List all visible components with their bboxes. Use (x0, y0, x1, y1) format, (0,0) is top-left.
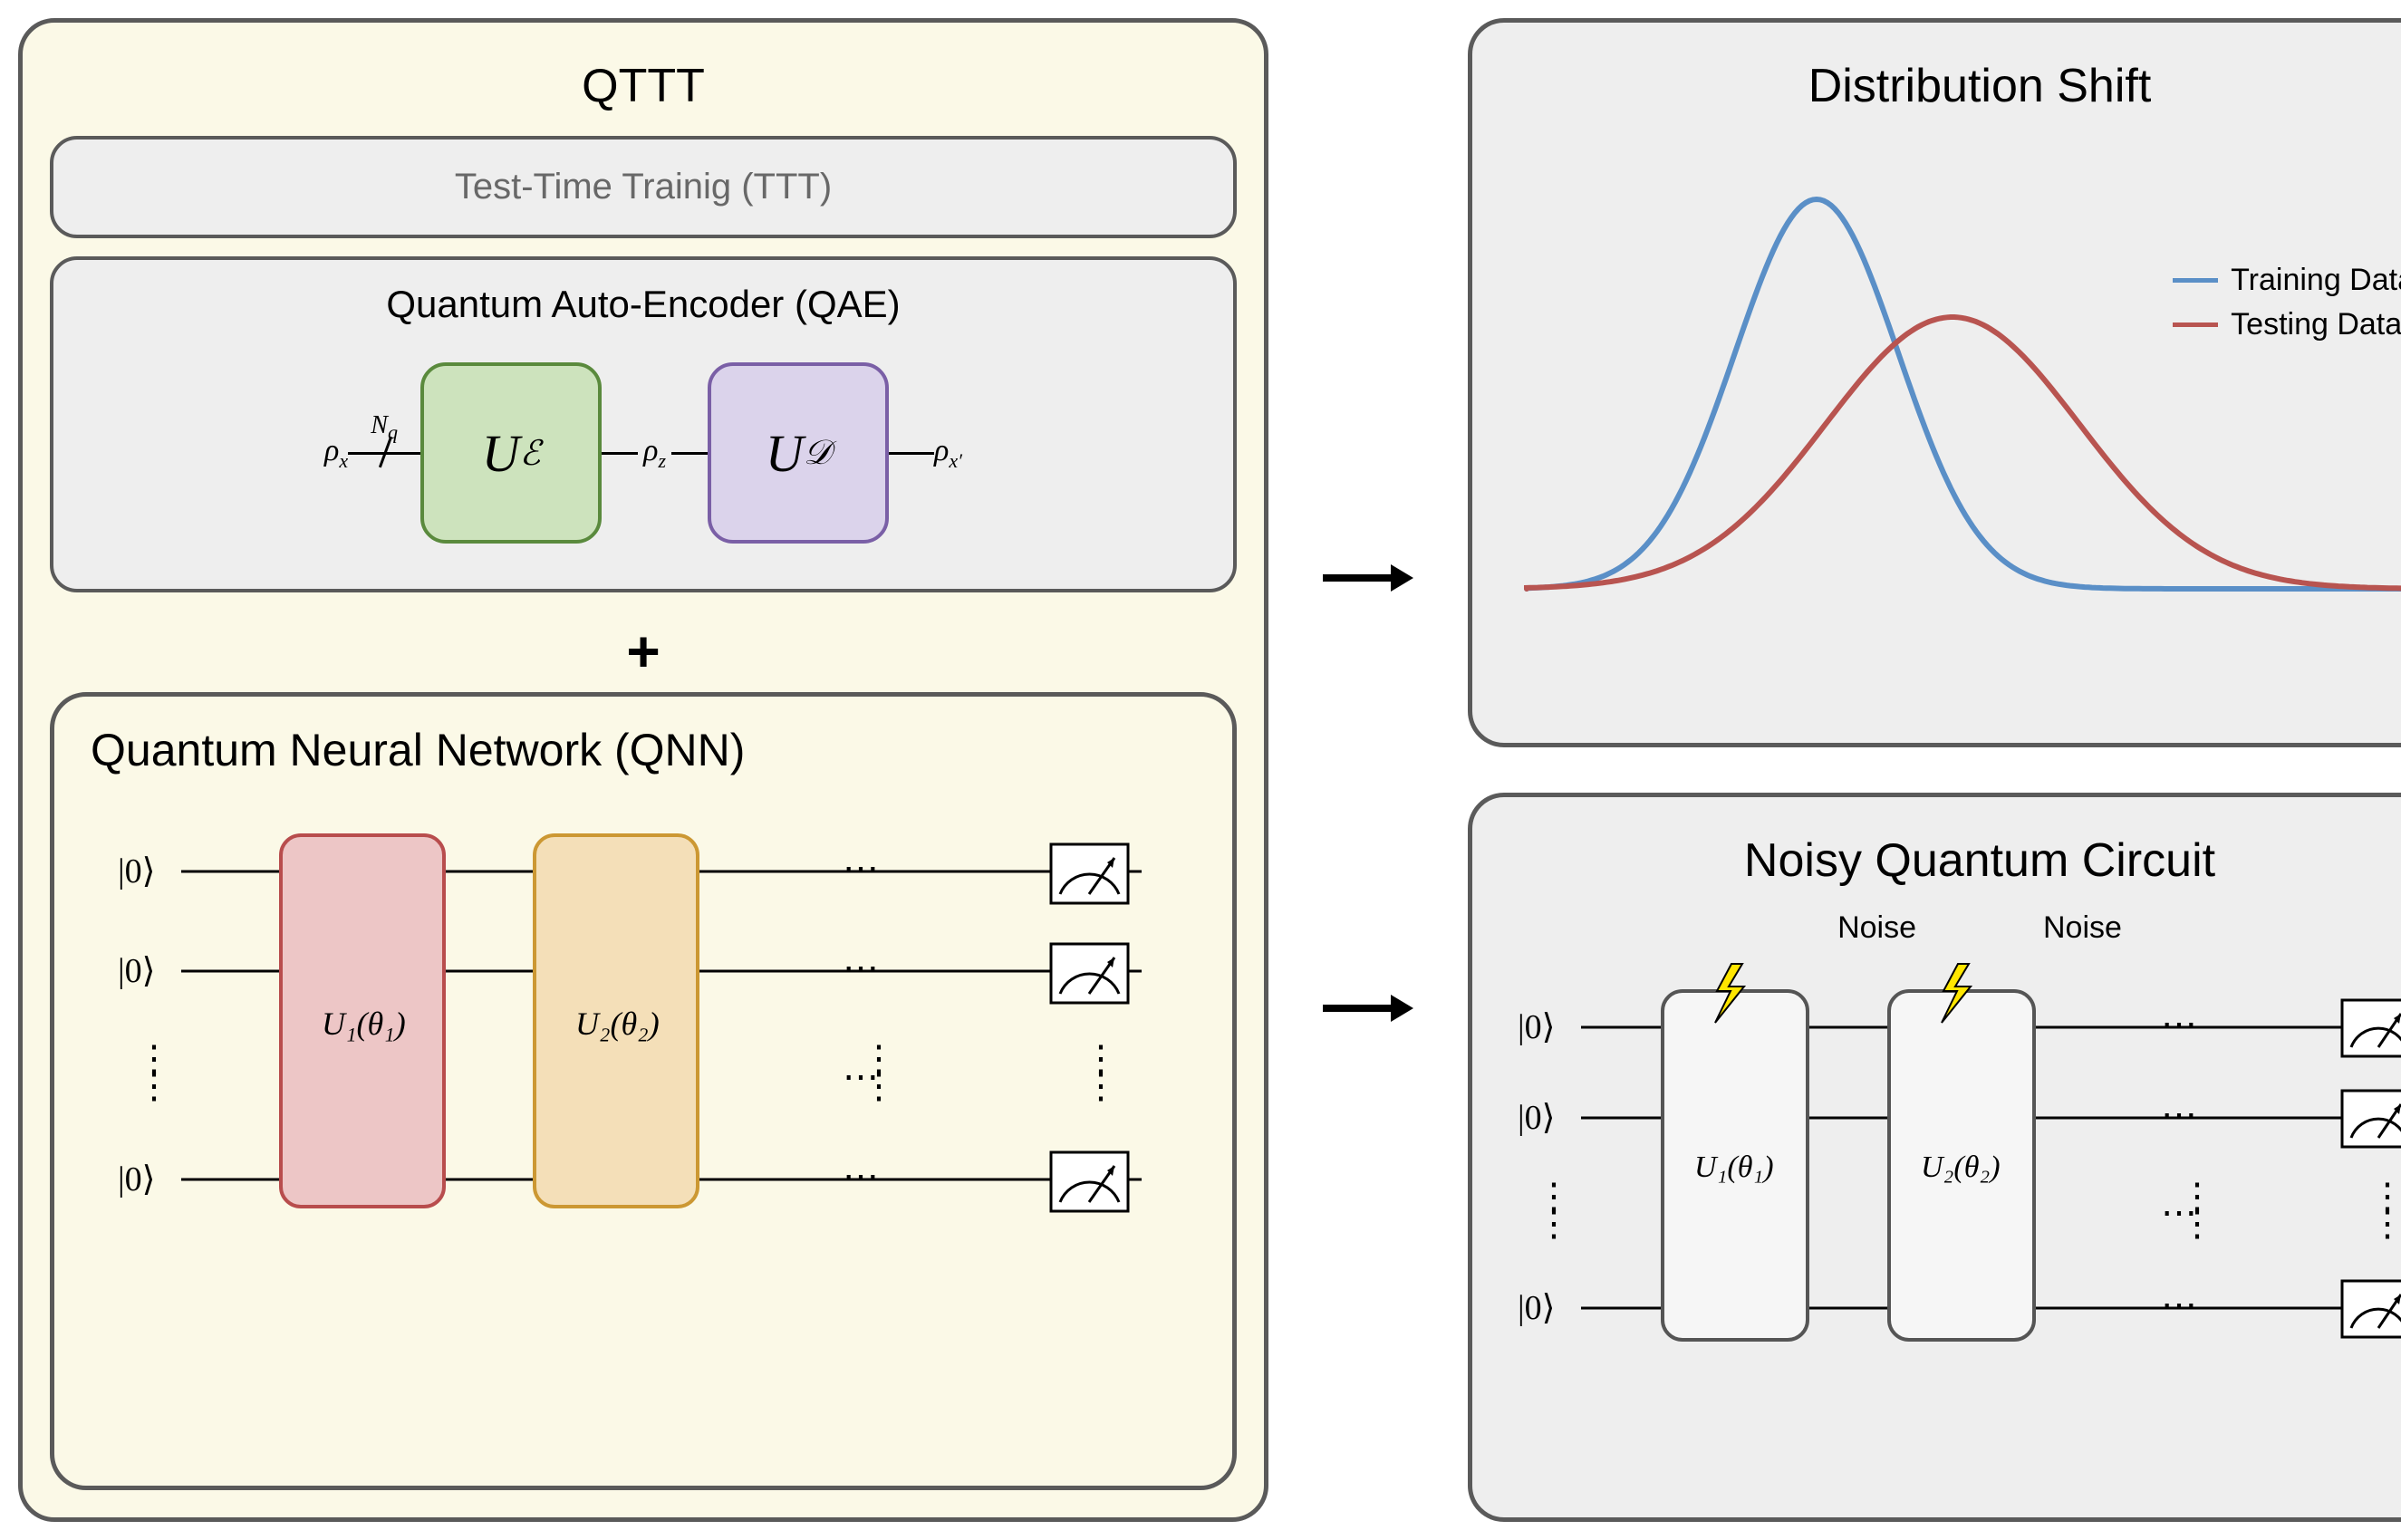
svg-text:⋯: ⋯ (843, 1156, 879, 1197)
ket-0-2: |0⟩ (118, 952, 155, 990)
root-layout: QTTT Test-Time Trainig (TTT) Quantum Aut… (18, 18, 2383, 1522)
qae-subpanel: Quantum Auto-Encoder (QAE) ρx Nq Uℰ ρz U… (50, 256, 1237, 592)
svg-text:⋯: ⋯ (2161, 1094, 2197, 1135)
qae-wire-in: Nq (348, 452, 420, 455)
ttt-subpanel: Test-Time Trainig (TTT) (50, 136, 1237, 238)
qnn-circuit: |0⟩ |0⟩ |0⟩ ⋮ ⋮ ⋮ ⋮ ⋮ ⋮ ⋮ ⋮ ⋮ ⋮ (82, 799, 1205, 1256)
svg-text:|0⟩: |0⟩ (1518, 1099, 1555, 1137)
qae-wire-mid2 (671, 452, 708, 455)
ket-0-3: |0⟩ (118, 1160, 155, 1198)
legend-testing-swatch (2173, 322, 2218, 327)
svg-text:⋮: ⋮ (1536, 1203, 1572, 1244)
svg-text:⋯: ⋯ (843, 1056, 879, 1097)
meter-icon-2 (1051, 944, 1128, 1003)
dist-shift-title: Distribution Shift (1499, 59, 2401, 113)
qae-title: Quantum Auto-Encoder (QAE) (81, 283, 1206, 326)
svg-text:⋮: ⋮ (1083, 1065, 1119, 1106)
qae-row: ρx Nq Uℰ ρz U𝒟 ρx′ (81, 344, 1206, 571)
legend-testing-label: Testing Data (2231, 307, 2401, 342)
ket-0-1: |0⟩ (118, 852, 155, 890)
qae-output-label: ρx′ (934, 434, 962, 473)
svg-text:U₁(θ₁): U₁(θ₁) (1694, 1150, 1774, 1184)
meter-icon-1 (1051, 844, 1128, 903)
arrow-top-icon (1323, 551, 1413, 605)
ttt-label: Test-Time Trainig (TTT) (81, 158, 1206, 217)
right-column: Distribution Shift Training Data Testing… (1468, 18, 2401, 1522)
plus-sign: + (50, 618, 1237, 685)
left-column: QTTT Test-Time Trainig (TTT) Quantum Aut… (18, 18, 1268, 1522)
qnn-panel: Quantum Neural Network (QNN) |0⟩ |0⟩ |0⟩… (50, 692, 1237, 1490)
decoder-gate: U𝒟 (708, 362, 889, 544)
meter-icon-3 (1051, 1152, 1128, 1211)
qnn-gate-u2-label: U₂(θ₂) (575, 1006, 660, 1042)
qnn-svg: |0⟩ |0⟩ |0⟩ ⋮ ⋮ ⋮ ⋮ ⋮ ⋮ ⋮ ⋮ ⋮ ⋮ (100, 817, 1187, 1225)
arrow-column (1323, 18, 1413, 1522)
qttt-panel: QTTT Test-Time Trainig (TTT) Quantum Aut… (18, 18, 1268, 1522)
nq-label: Nq (371, 411, 398, 445)
qae-input-label: ρx (324, 434, 348, 473)
qae-latent-label: ρz (643, 434, 666, 473)
noisy-circuit-svg: |0⟩ |0⟩ |0⟩ ⋮ ⋮ ⋮ ⋮ ⋮ ⋮ ⋮ ⋮ ⋮ ⋮ ⋯ ⋯ ⋯ ⋯ (1499, 937, 2401, 1362)
noisy-meter-3 (2342, 1281, 2401, 1337)
svg-text:⋮: ⋮ (2369, 1203, 2401, 1244)
legend-testing: Testing Data (2173, 307, 2401, 342)
noisy-title: Noisy Quantum Circuit (1499, 833, 2401, 888)
qae-wire-out (889, 452, 934, 455)
noisy-meter-1 (2342, 1000, 2401, 1056)
svg-text:⋯: ⋯ (843, 848, 879, 889)
svg-text:⋮: ⋮ (136, 1065, 172, 1106)
qnn-gate-u1-label: U₁(θ₁) (322, 1006, 406, 1042)
svg-text:|0⟩: |0⟩ (1518, 1008, 1555, 1046)
dist-chart (1499, 136, 2401, 616)
qttt-title: QTTT (50, 59, 1237, 113)
qae-wire-mid1 (602, 452, 638, 455)
encoder-gate: Uℰ (420, 362, 602, 544)
noisy-meter-2 (2342, 1091, 2401, 1147)
legend-training-label: Training Data (2231, 263, 2401, 298)
legend-training-swatch (2173, 278, 2218, 283)
arrow-bottom-icon (1323, 981, 1413, 1035)
svg-text:⋯: ⋯ (843, 948, 879, 988)
svg-text:⋯: ⋯ (2161, 1192, 2197, 1233)
qnn-title: Quantum Neural Network (QNN) (91, 724, 1205, 776)
svg-text:⋯: ⋯ (2161, 1285, 2197, 1325)
noisy-panel: Noisy Quantum Circuit Noise Noise |0⟩ |0… (1468, 793, 2401, 1522)
legend-training: Training Data (2173, 263, 2401, 298)
svg-text:⋯: ⋯ (2161, 1004, 2197, 1044)
dist-shift-panel: Distribution Shift Training Data Testing… (1468, 18, 2401, 747)
svg-text:|0⟩: |0⟩ (1518, 1289, 1555, 1327)
svg-text:U₂(θ₂): U₂(θ₂) (1921, 1150, 2001, 1184)
chart-legend: Training Data Testing Data (2173, 263, 2401, 351)
